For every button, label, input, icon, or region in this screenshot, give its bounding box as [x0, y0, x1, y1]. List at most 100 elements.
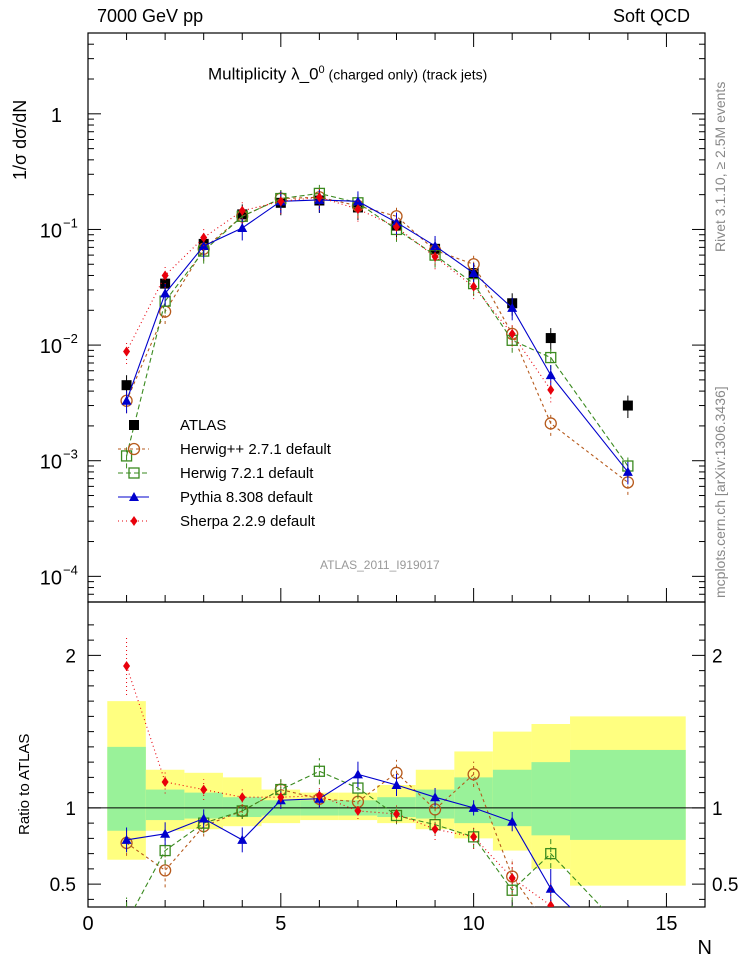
main-point-sherpa: [508, 328, 516, 339]
ratio-point-herwig: [159, 844, 171, 857]
main-point-pythia: [160, 288, 171, 298]
x-axis-label: N: [697, 937, 712, 959]
plot-title: Multiplicity λ_00 (charged only) (track …: [208, 64, 487, 85]
ratio-point-sherpa: [277, 792, 285, 803]
main-point-sherpa: [161, 270, 169, 281]
ratio-line-sherpa: [126, 665, 552, 906]
ratio-point-sherpa: [161, 776, 169, 787]
main-y-tick-label-exp: −4: [63, 562, 78, 577]
ratio-y-tick-label: 2: [65, 646, 76, 667]
ratio-point-pythia: [121, 834, 132, 844]
ratio-y-tick-label-right: 1: [712, 799, 723, 820]
main-point-sherpa: [547, 384, 555, 395]
process-label: Soft QCD: [612, 6, 690, 26]
ratio-inner-band: [570, 749, 686, 840]
ratio-point-herwig: [467, 768, 480, 781]
main-point-sherpa: [470, 281, 478, 292]
main-line-sherpa: [126, 196, 552, 391]
ratio-point-sherpa: [354, 805, 362, 816]
ratio-y-tick-label-right: 2: [712, 646, 723, 667]
main-series-group: [120, 183, 635, 495]
main-point-pythia: [545, 370, 556, 380]
ratio-inner-band: [145, 789, 185, 821]
ratio-point-pythia: [198, 813, 209, 823]
ratio-y-axis-label: Ratio to ATLAS: [16, 733, 33, 835]
ratio-point-herwig: [313, 765, 326, 777]
main-point-pythia: [237, 222, 248, 232]
ratio-point-sherpa: [238, 792, 246, 803]
main-y-tick-label-exp: −1: [63, 215, 78, 230]
ratio-point-pythia: [468, 802, 479, 812]
ratio-point-pythia: [160, 828, 171, 838]
ratio-point-sherpa: [393, 808, 400, 819]
main-point-sherpa: [200, 232, 208, 243]
main-point-pythia: [391, 217, 402, 227]
main-y-tick-label: 1: [51, 105, 62, 127]
legend-label-sherpa: Sherpa 2.2.9 default: [180, 513, 316, 530]
main-point-sherpa: [315, 192, 323, 203]
legend-label-atlas: ATLAS: [180, 417, 226, 434]
main-point-pythia: [507, 302, 518, 312]
legend-marker-atlas: [129, 420, 139, 430]
ratio-point-sherpa: [431, 824, 439, 835]
ratio-point-herwig: [545, 924, 556, 935]
main-point-atlas: [121, 380, 132, 391]
main-point-sherpa: [431, 251, 439, 262]
energy-label: 7000 GeV pp: [97, 6, 204, 26]
legend-marker-herwig: [127, 442, 141, 456]
ratio-point-pythia: [545, 883, 556, 893]
legend-label-pythia: Pythia 8.308 default: [180, 489, 313, 506]
ratio-line-herwig: [126, 772, 535, 907]
ratio-point-sherpa: [470, 831, 478, 842]
x-tick-label: 10: [463, 913, 485, 935]
ratio-inner-band: [531, 762, 571, 836]
main-point-herwig: [120, 450, 133, 462]
ratio-series-group: [120, 637, 603, 935]
x-tick-label: 5: [275, 913, 286, 935]
main-point-atlas: [545, 333, 556, 344]
main-point-herwig: [545, 351, 557, 364]
ratio-point-sherpa: [508, 873, 516, 884]
main-point-sherpa: [277, 196, 285, 207]
main-y-axis-label: 1/σ dσ/dN: [10, 99, 30, 180]
main-y-tick-label: 10: [40, 452, 62, 474]
ratio-point-pythia: [391, 780, 402, 789]
legend-marker-pythia: [129, 492, 139, 501]
rivet-label: Rivet 3.1.10, ≥ 2.5M events: [712, 81, 728, 252]
ratio-point-sherpa: [123, 661, 131, 672]
plot-title-sup: 0: [318, 64, 325, 76]
main-y-tick-label: 10: [40, 336, 62, 358]
main-point-pythia: [430, 240, 441, 250]
ratio-y-tick-label-right: 0.5: [712, 875, 738, 896]
main-point-sherpa: [238, 205, 246, 216]
main-y-tick-label-exp: −2: [63, 331, 78, 346]
main-y-tick-label: 10: [40, 567, 62, 589]
main-point-atlas: [622, 400, 633, 411]
ratio-point-herwig: [122, 917, 132, 927]
ratio-point-herwig: [545, 847, 557, 860]
ratio-point-pythia: [237, 834, 248, 844]
legend-marker-sherpa: [130, 516, 138, 526]
ratio-y-tick-label: 1: [65, 799, 76, 820]
mcplots-label: mcplots.cern.ch [arXiv:1306.3436]: [712, 386, 728, 598]
main-point-herwig: [544, 417, 557, 430]
ratio-point-sherpa: [547, 900, 555, 907]
main-point-pythia: [622, 466, 633, 476]
main-point-pythia: [468, 268, 479, 278]
legend-label-herwig: Herwig 7.2.1 default: [180, 465, 314, 482]
main-y-tick-label: 10: [40, 220, 62, 242]
legend-label-herwig: Herwig++ 2.7.1 default: [180, 441, 332, 458]
x-tick-label: 15: [655, 913, 677, 935]
main-point-sherpa: [123, 346, 131, 357]
plot-title-sub: (charged only) (track jets): [324, 66, 488, 83]
legend-marker-herwig: [128, 467, 140, 479]
plot-title-main: Multiplicity λ_0: [208, 64, 319, 84]
ratio-inner-band: [107, 746, 146, 831]
x-tick-label: 0: [82, 913, 93, 935]
analysis-watermark: ATLAS_2011_I919017: [320, 558, 440, 572]
ratio-point-pythia: [430, 792, 441, 802]
main-point-pythia: [121, 395, 132, 405]
main-point-sherpa: [354, 204, 362, 215]
